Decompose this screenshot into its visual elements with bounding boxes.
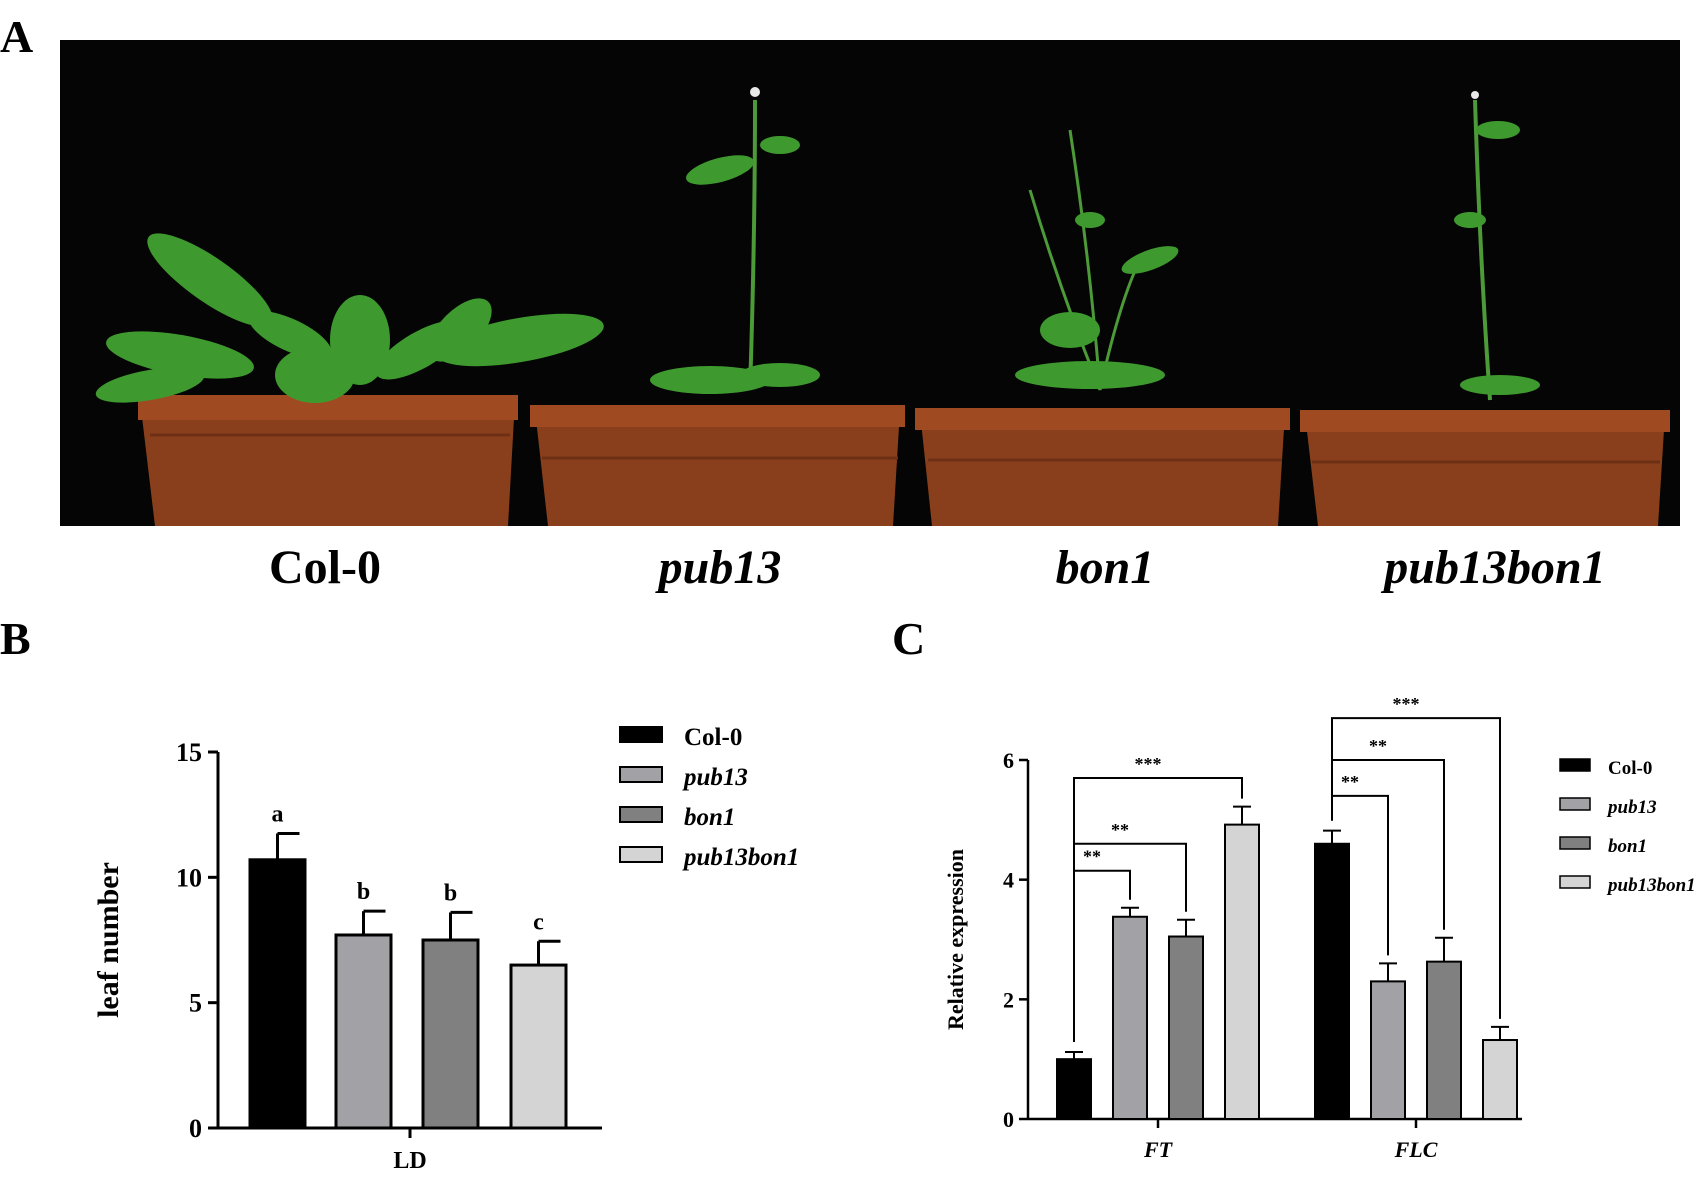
sig-stars-c-FLC-pub13: ** — [1341, 772, 1359, 792]
y-tick-label-c: 6 — [1003, 748, 1014, 773]
sig-letter-b-pub13bon1: c — [533, 909, 544, 935]
sig-stars-c-FT-bon1: ** — [1111, 820, 1129, 840]
legend-label-b-Col-0: Col-0 — [684, 724, 742, 751]
legend-label-c-pub13: pub13 — [1606, 797, 1657, 818]
panel-c-letter: C — [892, 613, 926, 664]
bar-b-Col-0 — [248, 858, 307, 1130]
x-tick-label-c: FT — [1143, 1137, 1174, 1162]
genotype-label-pub13bon1: pub13bon1 — [1384, 541, 1606, 594]
panel-b-letter: B — [0, 613, 31, 664]
sig-stars-c-FLC-pub13bon1: *** — [1393, 694, 1420, 714]
plant-pub13 — [650, 87, 820, 394]
legend-label-c-Col-0: Col-0 — [1608, 758, 1652, 779]
bar-c-FLC-pub13bon1 — [1482, 1039, 1518, 1121]
plants-photo — [60, 40, 1680, 526]
legend-label-b-bon1: bon1 — [684, 804, 735, 831]
bar-c-FLC-Col-0 — [1314, 842, 1350, 1120]
bar-c-FLC-bon1 — [1426, 960, 1462, 1120]
panel-a-letter: A — [0, 11, 34, 62]
bar-c-FT-bon1 — [1168, 935, 1204, 1121]
sig-stars-c-FLC-bon1: ** — [1369, 736, 1387, 756]
sig-letter-b-pub13: b — [357, 879, 370, 905]
y-tick-label-c: 2 — [1003, 987, 1014, 1012]
sig-stars-c-FT-pub13: ** — [1083, 847, 1101, 867]
sig-letter-b-Col-0: a — [272, 801, 284, 827]
legend-swatch-b-pub13bon1 — [619, 846, 663, 863]
pot-bon1 — [915, 408, 1290, 526]
y-tick-label-c: 0 — [1003, 1107, 1014, 1132]
bar-b-bon1 — [421, 938, 480, 1130]
bar-c-FT-pub13bon1 — [1224, 823, 1260, 1120]
bar-c-FLC-pub13 — [1370, 980, 1406, 1121]
pot-col0 — [138, 395, 518, 526]
sig-bracket-c-FT-pub13bon1 — [1073, 776, 1243, 1042]
genotype-label-bon1: bon1 — [1055, 541, 1155, 594]
genotype-label-pub13: pub13 — [658, 541, 782, 594]
y-tick-label-b: 10 — [176, 863, 202, 892]
rosette-col0 — [95, 233, 604, 403]
sig-stars-c-FT-pub13bon1: *** — [1135, 754, 1162, 774]
pot-pub13 — [530, 405, 905, 526]
y-axis-label-b: leaf number — [92, 862, 125, 1018]
legend-label-c-bon1: bon1 — [1608, 836, 1647, 857]
y-tick-label-b: 0 — [189, 1114, 202, 1143]
legend-swatch-b-pub13 — [619, 766, 663, 783]
pot-pub13bon1 — [1300, 410, 1670, 526]
x-tick-label-b: LD — [393, 1148, 426, 1174]
plant-bon1 — [1015, 129, 1179, 391]
legend-swatch-c-bon1 — [1559, 836, 1591, 850]
x-tick-label-c: FLC — [1394, 1137, 1438, 1162]
legend-swatch-c-Col-0 — [1559, 758, 1591, 772]
legend-swatch-c-pub13bon1 — [1559, 875, 1591, 889]
y-tick-label-b: 5 — [189, 989, 202, 1018]
legend-label-c-pub13bon1: pub13bon1 — [1606, 875, 1696, 896]
legend-swatch-c-pub13 — [1559, 797, 1591, 811]
bar-c-FT-pub13 — [1112, 915, 1148, 1120]
y-tick-label-b: 15 — [176, 738, 202, 767]
bar-b-pub13 — [334, 933, 393, 1130]
sig-letter-b-bon1: b — [444, 880, 457, 906]
genotype-label-col0: Col-0 — [269, 541, 381, 594]
legend-swatch-b-Col-0 — [619, 726, 663, 743]
bar-c-FT-Col-0 — [1056, 1058, 1092, 1120]
y-axis-label-c: Relative expression — [943, 849, 968, 1030]
sig-bracket-c-FLC-pub13bon1 — [1331, 717, 1501, 1019]
legend-label-b-pub13: pub13 — [682, 764, 748, 791]
legend-swatch-b-bon1 — [619, 806, 663, 823]
plant-pub13bon1 — [1454, 91, 1540, 401]
legend-label-b-pub13bon1: pub13bon1 — [682, 844, 799, 871]
bar-b-pub13bon1 — [509, 963, 568, 1130]
y-tick-label-c: 4 — [1003, 868, 1014, 893]
